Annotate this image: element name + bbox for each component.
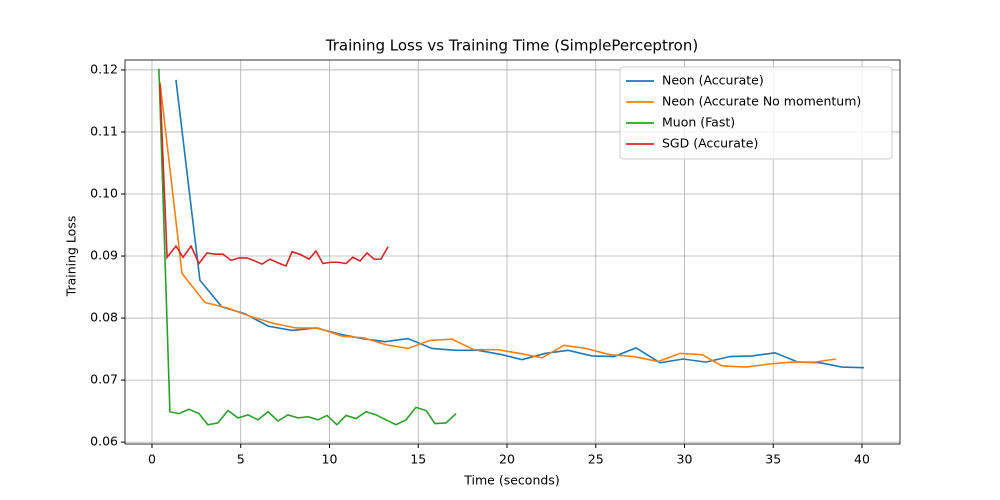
x-tick-label: 40 <box>854 452 870 467</box>
x-tick-label: 15 <box>410 452 426 467</box>
series-line <box>159 82 837 368</box>
legend-label: Neon (Accurate No momentum) <box>662 94 861 109</box>
y-tick-label: 0.06 <box>90 434 118 449</box>
series-line <box>175 79 864 369</box>
x-tick-label: 35 <box>765 452 781 467</box>
series-line <box>159 84 389 267</box>
x-tick-label: 30 <box>677 452 693 467</box>
y-tick-label: 0.12 <box>90 61 118 76</box>
x-tick-label: 20 <box>499 452 515 467</box>
legend-label: Muon (Fast) <box>662 115 735 130</box>
legend-label: Neon (Accurate) <box>662 73 764 88</box>
y-tick-label: 0.10 <box>90 185 118 200</box>
x-tick-label: 25 <box>588 452 604 467</box>
legend: Neon (Accurate) Neon (Accurate No momentu… <box>619 66 893 160</box>
y-tick-label: 0.07 <box>90 372 118 387</box>
legend-box <box>619 66 893 160</box>
y-tick-label: 0.09 <box>90 248 118 263</box>
plot-frame <box>124 59 901 445</box>
y-tick-label: 0.08 <box>90 310 118 325</box>
x-tick-label: 0 <box>148 452 156 467</box>
x-tick-label: 10 <box>322 452 338 467</box>
y-tick-label: 0.11 <box>90 123 118 138</box>
y-axis-label: Training Loss <box>64 216 79 298</box>
chart-title: Training Loss vs Training Time (SimplePe… <box>325 37 698 55</box>
x-tick-label: 5 <box>237 452 245 467</box>
x-axis-label: Time (seconds) <box>463 473 559 488</box>
legend-label: SGD (Accurate) <box>662 136 758 151</box>
series-line <box>158 68 457 426</box>
